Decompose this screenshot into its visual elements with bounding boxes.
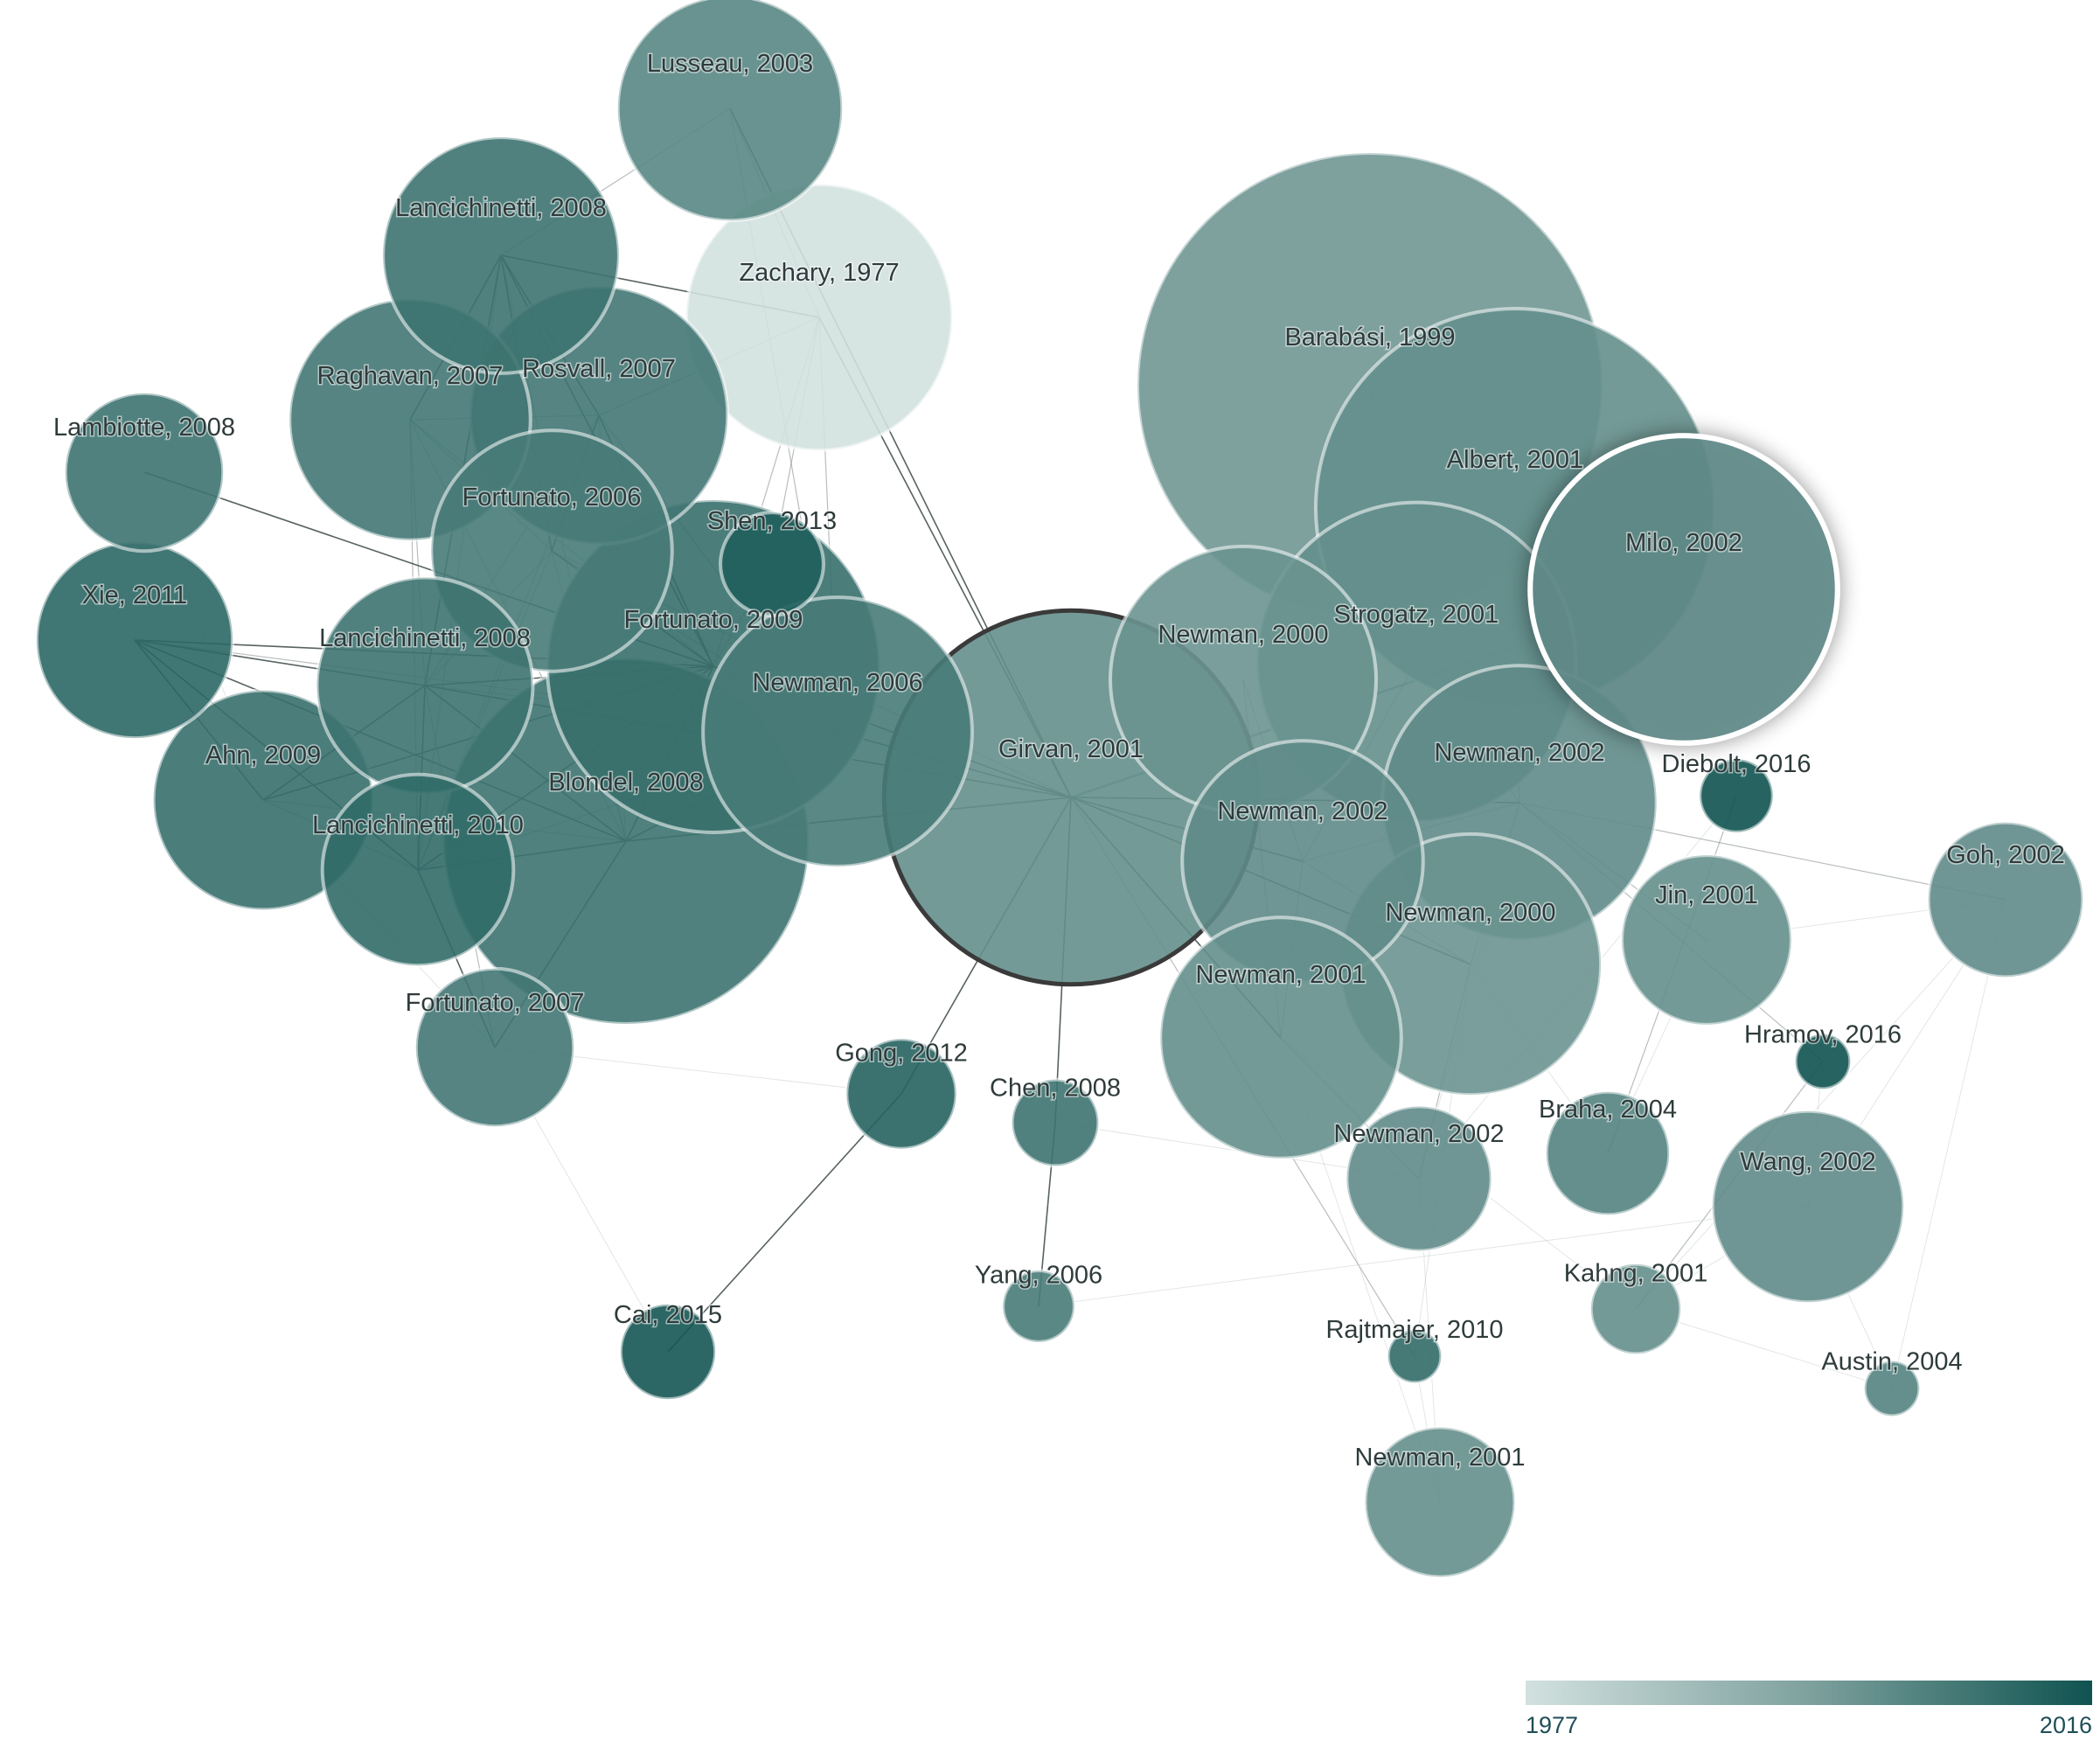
paper-node[interactable] bbox=[719, 511, 825, 617]
citation-edge bbox=[667, 1093, 902, 1353]
paper-label: Austin, 2004 bbox=[1821, 1347, 1962, 1375]
paper-label: Lancichinetti, 2008 bbox=[395, 194, 607, 222]
paper-node[interactable] bbox=[1793, 1032, 1853, 1091]
paper-label: Gong, 2012 bbox=[835, 1040, 968, 1068]
year-gradient-bar bbox=[1526, 1681, 2092, 1705]
paper-label: Milo, 2002 bbox=[1625, 529, 1742, 557]
paper-label: Newman, 2000 bbox=[1158, 621, 1328, 649]
node-layer bbox=[34, 0, 2085, 1579]
paper-label: Xie, 2011 bbox=[82, 581, 187, 609]
paper-label: Ahn, 2009 bbox=[205, 741, 321, 769]
paper-label: Newman, 2002 bbox=[1333, 1120, 1504, 1148]
paper-label: Newman, 2002 bbox=[1434, 739, 1604, 767]
paper-label: Blondel, 2008 bbox=[548, 769, 703, 797]
paper-label: Albert, 2001 bbox=[1447, 446, 1583, 474]
paper-label: Newman, 2000 bbox=[1385, 899, 1555, 927]
paper-node[interactable] bbox=[63, 391, 226, 553]
paper-node[interactable] bbox=[1698, 757, 1775, 834]
paper-node[interactable] bbox=[1363, 1425, 1517, 1579]
paper-label: Shen, 2013 bbox=[707, 507, 837, 535]
paper-label: Zachary, 1977 bbox=[739, 259, 899, 287]
paper-label: Kahng, 2001 bbox=[1564, 1259, 1707, 1287]
paper-label: Goh, 2002 bbox=[1946, 841, 2064, 869]
paper-node[interactable] bbox=[1158, 915, 1403, 1160]
legend-min-year: 1977 bbox=[1526, 1712, 1579, 1738]
citation-edge bbox=[1891, 899, 2006, 1389]
paper-label: Chen, 2008 bbox=[990, 1074, 1121, 1102]
paper-node[interactable] bbox=[414, 966, 576, 1129]
paper-node[interactable] bbox=[320, 772, 516, 968]
paper-label: Barabási, 1999 bbox=[1284, 324, 1455, 351]
paper-label: Rosvall, 2007 bbox=[522, 355, 676, 383]
paper-node[interactable] bbox=[1386, 1327, 1443, 1385]
paper-label: Cai, 2015 bbox=[614, 1301, 722, 1329]
paper-node[interactable] bbox=[1010, 1077, 1101, 1168]
paper-label: Jin, 2001 bbox=[1655, 881, 1758, 909]
paper-label: Hramov, 2016 bbox=[1744, 1020, 1902, 1048]
paper-node[interactable] bbox=[685, 183, 954, 452]
paper-label: Wang, 2002 bbox=[1740, 1148, 1875, 1176]
paper-node-hovered[interactable] bbox=[1527, 433, 1840, 746]
citation-edge bbox=[1038, 1206, 1809, 1307]
citation-edge bbox=[1635, 899, 2006, 1310]
year-color-legend: 1977 2016 bbox=[1526, 1681, 2092, 1739]
paper-node[interactable] bbox=[1544, 1089, 1672, 1217]
legend-labels: 1977 2016 bbox=[1526, 1712, 2092, 1739]
paper-node[interactable] bbox=[1589, 1262, 1683, 1356]
paper-label: Lancichinetti, 2010 bbox=[312, 811, 524, 839]
paper-node[interactable] bbox=[701, 595, 974, 868]
paper-node[interactable] bbox=[1926, 820, 2085, 979]
paper-node[interactable] bbox=[1710, 1109, 1906, 1305]
paper-node[interactable] bbox=[845, 1037, 958, 1151]
paper-node[interactable] bbox=[34, 539, 235, 741]
paper-node[interactable] bbox=[1001, 1269, 1076, 1344]
paper-node[interactable] bbox=[615, 0, 845, 223]
paper-label: Fortunato, 2009 bbox=[624, 606, 803, 634]
paper-label: Lancichinetti, 2008 bbox=[319, 624, 531, 652]
paper-label: Diebolt, 2016 bbox=[1662, 750, 1811, 778]
paper-label: Yang, 2006 bbox=[975, 1262, 1102, 1290]
paper-node[interactable] bbox=[1345, 1104, 1493, 1253]
paper-label: Fortunato, 2007 bbox=[406, 989, 585, 1017]
paper-label: Newman, 2002 bbox=[1217, 797, 1387, 825]
paper-label: Strogatz, 2001 bbox=[1334, 601, 1499, 629]
paper-label: Newman, 2006 bbox=[752, 669, 922, 697]
paper-node[interactable] bbox=[618, 1302, 718, 1402]
paper-label: Rajtmajer, 2010 bbox=[1325, 1316, 1503, 1344]
paper-label: Braha, 2004 bbox=[1539, 1096, 1677, 1124]
paper-node[interactable] bbox=[315, 575, 535, 796]
paper-node[interactable] bbox=[1620, 853, 1793, 1027]
paper-label: Raghavan, 2007 bbox=[317, 362, 504, 390]
paper-label: Lusseau, 2003 bbox=[647, 50, 813, 78]
paper-node[interactable] bbox=[381, 136, 621, 375]
legend-max-year: 2016 bbox=[2039, 1712, 2092, 1738]
paper-node[interactable] bbox=[1862, 1359, 1922, 1418]
paper-label: Newman, 2001 bbox=[1354, 1444, 1525, 1472]
paper-label: Newman, 2001 bbox=[1195, 961, 1366, 989]
paper-label: Lambiotte, 2008 bbox=[53, 414, 235, 442]
label-layer: Barabási, 1999 Albert, 2001 Girvan, 2001 Bl… bbox=[52, 49, 2067, 1473]
paper-label: Fortunato, 2006 bbox=[462, 484, 642, 512]
paper-label: Girvan, 2001 bbox=[998, 735, 1144, 763]
